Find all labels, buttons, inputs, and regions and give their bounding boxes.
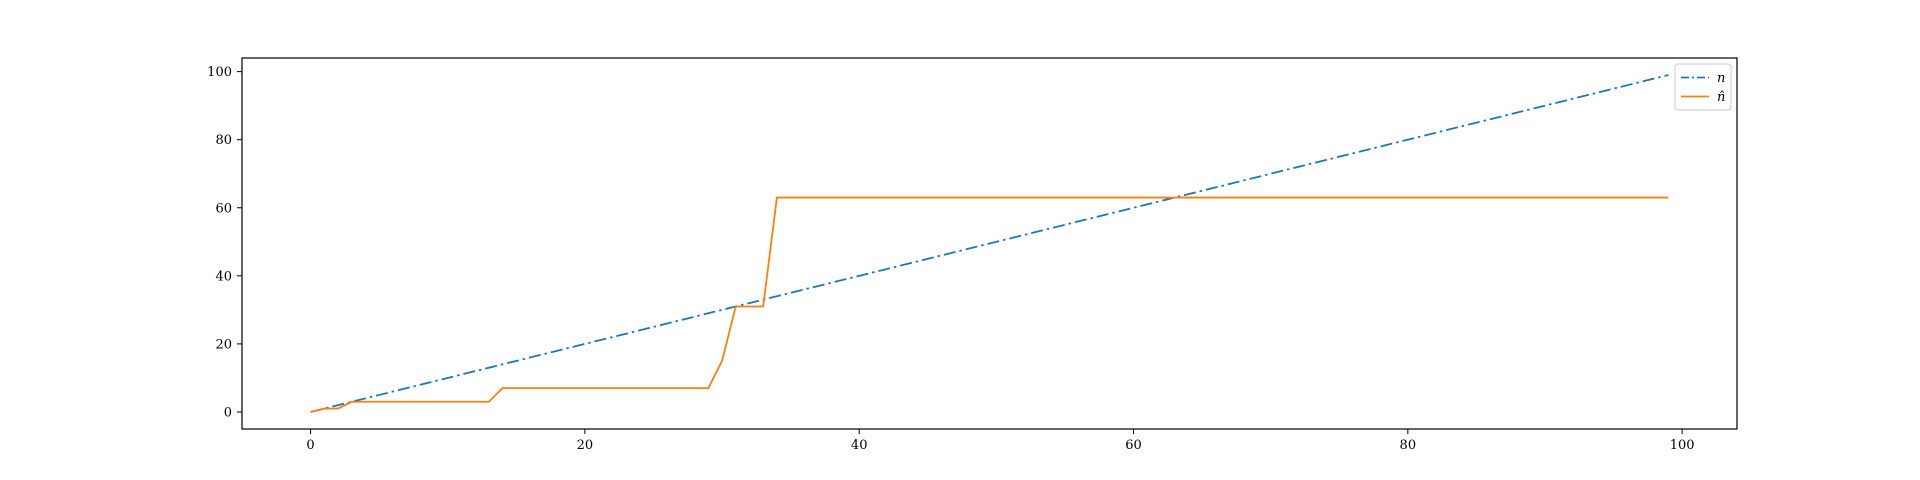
y-tick-label: 20 — [215, 337, 232, 352]
series-layer — [310, 74, 1669, 413]
legend-label: n̂ — [1717, 90, 1725, 105]
legend-label: n — [1717, 71, 1725, 86]
x-tick-label: 80 — [1400, 438, 1417, 453]
legend-box — [1674, 63, 1732, 111]
x-tick-label: 20 — [577, 438, 594, 453]
plot-frame — [241, 57, 1738, 430]
series-line-1 — [310, 196, 1669, 413]
y-tick-label: 60 — [215, 201, 232, 216]
series-line-0 — [310, 74, 1669, 413]
x-tick-label: 40 — [851, 438, 868, 453]
x-tick-label: 60 — [1125, 438, 1142, 453]
y-tick-label: 40 — [215, 269, 232, 284]
axis-layer: 0 20 40 60 80 100 0 20 40 60 80 100 — [207, 65, 1694, 453]
legend: n n̂ — [1674, 63, 1732, 111]
x-tick-label: 100 — [1670, 438, 1695, 453]
y-tick-label: 80 — [215, 133, 232, 148]
y-tick-label: 0 — [224, 405, 232, 420]
x-tick-label: 0 — [306, 438, 314, 453]
y-tick-label: 100 — [207, 65, 232, 80]
